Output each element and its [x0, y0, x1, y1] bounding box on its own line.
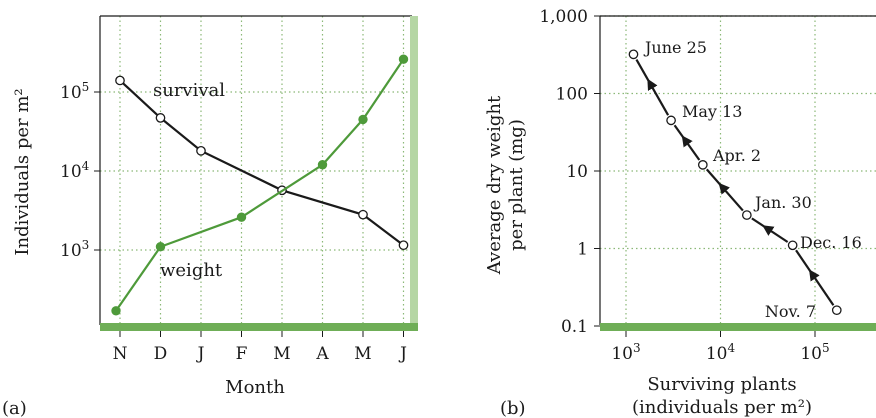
b-trajectory-segment: [795, 249, 835, 306]
a-weight-point: [236, 212, 247, 222]
b-point-label: Dec. 16: [800, 233, 862, 252]
b-data-point: [628, 49, 639, 60]
a-y-tick-label: 104: [60, 159, 90, 182]
a-panel-label: (a): [2, 398, 27, 418]
b-y-axis-title-line2: per plant (mg): [506, 119, 527, 251]
a-x-tick-label: J: [196, 344, 205, 364]
b-point-label: Apr. 2: [712, 146, 761, 165]
b-data-point: [787, 240, 798, 251]
b-y-tick-label: 1,000: [539, 7, 588, 27]
a-x-tick-label: J: [398, 344, 407, 364]
b-data-point: [831, 305, 842, 316]
b-x-tick-label: 103: [611, 341, 640, 364]
b-trajectory-segment: [705, 168, 744, 212]
b-y-tick-label: 10: [566, 162, 588, 182]
a-weight-point: [155, 242, 166, 252]
b-trajectory-arrow: [718, 182, 730, 195]
b-x-tick-label: 105: [800, 341, 829, 364]
b-trajectory-arrow: [762, 225, 775, 236]
a-y-tick-label: 103: [60, 238, 89, 261]
b-point-label: Nov. 7: [765, 302, 816, 321]
b-y-tick-label: 0.1: [561, 317, 588, 337]
a-x-tick-label: F: [236, 344, 248, 364]
b-trajectory-segment: [673, 124, 701, 161]
a-survival-point: [155, 113, 166, 123]
a-right-bar: [410, 16, 418, 325]
a-series-label-survival: survival: [153, 80, 225, 101]
b-data-point: [741, 210, 752, 220]
b-point-label: Jan. 30: [753, 193, 812, 212]
b-x-axis-title-line2: (individuals per m²): [632, 397, 812, 418]
b-bottom-bar: [600, 323, 876, 331]
b-data-point: [666, 115, 676, 126]
a-y-axis-title: Individuals per m²: [12, 88, 33, 255]
b-point-label: May 13: [682, 102, 742, 121]
a-weight-point: [111, 306, 121, 316]
b-data-point: [697, 160, 708, 170]
a-x-tick-label: M: [354, 344, 371, 364]
a-weight-point: [398, 54, 409, 64]
b-point-label: June 25: [643, 38, 707, 57]
b-trajectory-arrow: [647, 78, 658, 91]
a-survival-point: [398, 240, 409, 251]
a-survival-point: [358, 209, 368, 220]
b-trajectory-arrow: [809, 269, 820, 282]
b-trajectory-segment: [751, 217, 789, 243]
a-x-tick-label: N: [113, 344, 128, 364]
b-trajectory-segment: [635, 59, 670, 116]
a-y-tick-label: 105: [60, 80, 89, 103]
b-x-tick-label: 104: [706, 341, 736, 364]
a-weight-point: [317, 160, 328, 170]
a-x-axis-title: Month: [225, 377, 285, 398]
b-trajectory-arrow: [681, 135, 693, 148]
a-series-line-weight: [115, 58, 405, 312]
b-y-tick-label: 100: [556, 85, 588, 105]
a-bottom-bar: [100, 323, 418, 331]
a-series-line-survival: [119, 79, 405, 247]
a-survival-point: [115, 75, 125, 86]
b-y-tick-label: 1: [577, 240, 588, 260]
a-weight-point: [358, 114, 368, 125]
a-x-tick-label: A: [315, 344, 329, 364]
b-panel-label: (b): [500, 398, 526, 418]
b-y-axis-title: Average dry weight: [484, 95, 505, 275]
a-x-tick-label: M: [273, 344, 290, 364]
b-x-axis-title: Surviving plants: [647, 374, 796, 395]
a-survival-point: [196, 145, 206, 156]
a-series-label-weight: weight: [160, 260, 223, 281]
a-x-tick-label: D: [154, 344, 168, 364]
